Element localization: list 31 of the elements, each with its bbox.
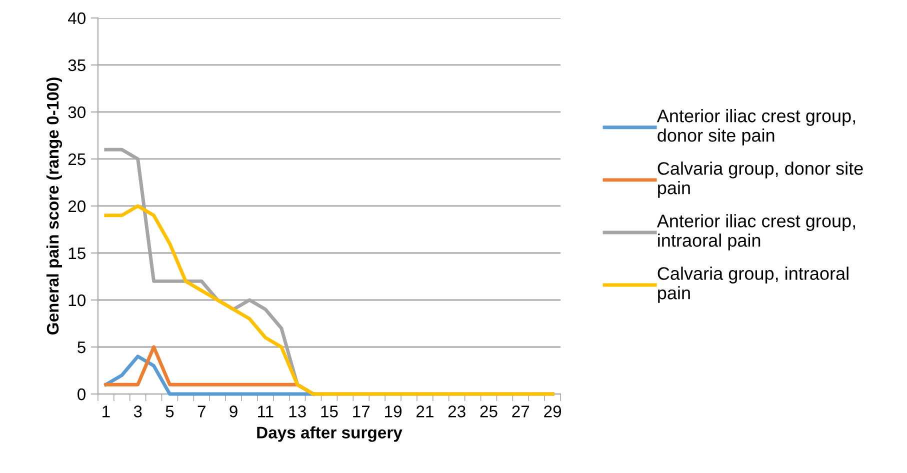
y-tick-label: 0	[78, 388, 86, 400]
x-tick-label: 7	[198, 406, 206, 418]
y-tick-label: 10	[68, 294, 86, 306]
x-tick-label: 9	[230, 406, 238, 418]
x-tick-label: 1	[102, 406, 110, 418]
y-axis-title: General pain score (range 0-100)	[46, 78, 62, 335]
x-tick-label: 3	[134, 406, 142, 418]
line-series	[104, 204, 554, 396]
y-tick-label: 35	[68, 59, 86, 72]
y-tick-label: 25	[68, 153, 86, 166]
y-tick-label: 5	[78, 342, 86, 354]
x-tick-label: 13	[289, 406, 306, 418]
y-tick-label: 20	[68, 200, 86, 212]
y-tick-label: 30	[68, 106, 86, 118]
x-tick-label: 23	[448, 406, 466, 418]
legend-label: Calvaria group, donor site pain	[658, 162, 863, 198]
x-tick-label: 27	[512, 406, 530, 418]
x-tick-label: 5	[166, 406, 174, 418]
x-tick-label: 11	[258, 406, 274, 418]
x-tick-label: 19	[385, 406, 402, 418]
x-tick-label: 15	[321, 406, 338, 418]
x-tick-label: 21	[416, 406, 434, 418]
x-tick-label: 25	[480, 406, 498, 418]
y-tick-label: 40	[68, 12, 86, 24]
x-tick-label: 29	[544, 406, 562, 418]
x-tick-label: 17	[353, 406, 370, 418]
legend-label: Calvaria group, intraoral pain	[658, 266, 848, 303]
legend-label: Anterior iliac crest group, donor site pain	[656, 109, 855, 146]
legend-label: Anterior iliac crest group, intraoral pain	[656, 214, 855, 250]
y-tick-label: 15	[68, 248, 86, 260]
x-axis-title: Days after surgery	[257, 426, 402, 442]
